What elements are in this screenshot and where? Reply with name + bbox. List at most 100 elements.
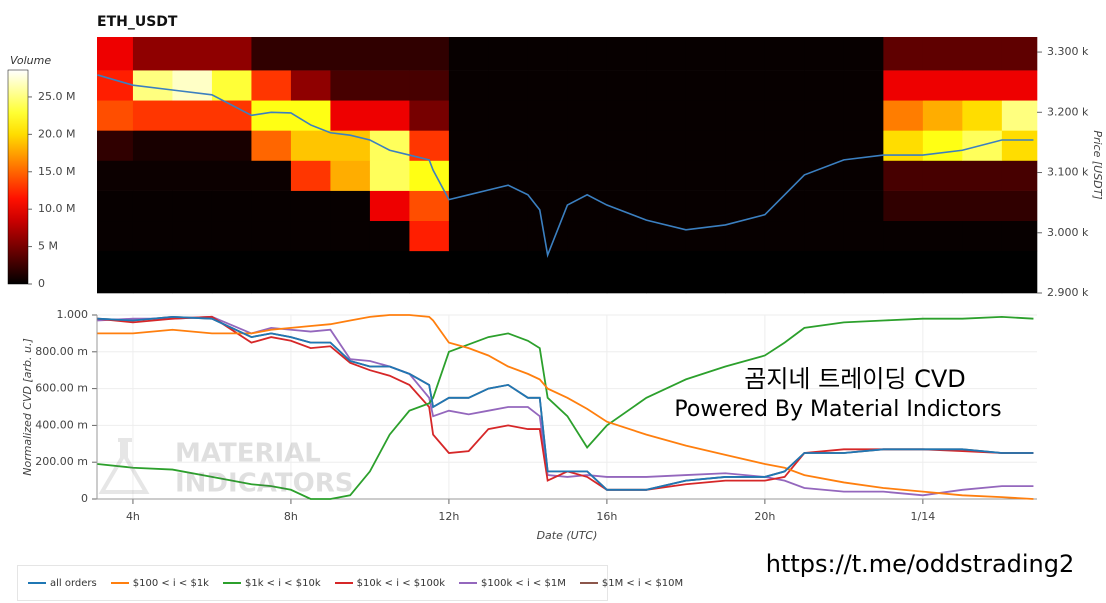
- heat-cell: [685, 37, 726, 71]
- y-tick-label: 1.000: [57, 308, 89, 321]
- legend-swatch: [110, 582, 129, 584]
- heat-cell: [606, 160, 647, 191]
- heat-cell: [409, 130, 450, 161]
- watermark-text: INDICATORS: [175, 469, 353, 499]
- heat-cell: [962, 100, 1003, 131]
- heat-cell: [646, 100, 687, 131]
- y-axis-label: Normalized CVD [arb. u.]: [21, 338, 34, 476]
- heat-cell: [1001, 70, 1038, 101]
- heat-cell: [369, 220, 410, 252]
- heat-cell: [527, 100, 568, 131]
- heat-cell: [764, 37, 805, 71]
- heat-cell: [962, 37, 1003, 71]
- chart-title: ETH_USDT: [97, 14, 178, 30]
- heat-cell: [448, 250, 489, 294]
- colorbar-tick-label: 15.0 M: [38, 165, 75, 178]
- legend-item[interactable]: all orders: [28, 578, 97, 589]
- heat-cell: [488, 37, 529, 71]
- heat-cell: [369, 160, 410, 191]
- heat-cell: [527, 70, 568, 101]
- heat-cell: [962, 250, 1003, 294]
- heat-cell: [448, 37, 489, 71]
- heat-cell: [211, 70, 252, 101]
- legend-swatch: [459, 582, 477, 584]
- legend-swatch: [28, 582, 46, 584]
- heat-cell: [567, 220, 608, 252]
- heat-cell: [685, 100, 726, 131]
- heat-cell: [132, 100, 173, 131]
- heat-cell: [764, 70, 805, 101]
- heat-cell: [922, 190, 963, 222]
- heat-cell: [172, 70, 213, 101]
- heat-cell: [922, 37, 963, 71]
- heat-cell: [369, 130, 410, 161]
- heat-cell: [883, 70, 924, 101]
- heat-cell: [132, 220, 173, 252]
- heat-cell: [606, 37, 647, 71]
- y-tick-label: 2.900 k: [1047, 286, 1089, 299]
- heat-cell: [448, 160, 489, 191]
- legend-item[interactable]: $10k < i < $100k: [334, 577, 445, 589]
- heat-cell: [725, 160, 766, 191]
- heat-cell: [764, 160, 805, 191]
- heat-cell: [132, 37, 173, 71]
- heat-cell: [409, 190, 450, 222]
- heat-cell: [251, 100, 292, 131]
- heat-cell: [211, 220, 252, 252]
- heat-cell: [527, 250, 568, 294]
- heat-cell: [211, 250, 252, 294]
- y-tick-label: 0: [81, 492, 88, 505]
- heat-cell: [97, 70, 134, 101]
- heat-cell: [172, 37, 213, 71]
- legend-label: $1k < i < $10k: [244, 577, 321, 589]
- heat-cell: [448, 100, 489, 131]
- series-line: [97, 315, 1034, 497]
- legend-item[interactable]: $1M < i < $10M: [579, 578, 683, 589]
- heat-cell: [97, 160, 134, 191]
- watermark-icon: [98, 438, 150, 494]
- legend-label: $100k < i < $1M: [481, 577, 566, 589]
- heat-cell: [330, 37, 371, 71]
- legend-swatch: [334, 582, 353, 584]
- heat-cell: [409, 250, 450, 294]
- heat-cell: [369, 70, 410, 101]
- heat-cell: [409, 220, 450, 252]
- heat-cell: [685, 250, 726, 294]
- colorbar-label: Volume: [10, 54, 51, 67]
- heat-cell: [567, 130, 608, 161]
- heat-cell: [172, 160, 213, 191]
- heat-cell: [488, 160, 529, 191]
- heat-cell: [290, 160, 331, 191]
- heat-cell: [527, 220, 568, 252]
- heat-cell: [883, 100, 924, 131]
- heat-cell: [330, 70, 371, 101]
- heat-cell: [211, 190, 252, 222]
- y-tick-label: 800.00 m: [35, 345, 88, 358]
- heat-cell: [97, 130, 134, 161]
- colorbar: [7, 69, 29, 285]
- heat-cell: [369, 250, 410, 294]
- heat-cell: [804, 37, 845, 71]
- colorbar-tick-label: 0: [38, 277, 45, 290]
- heat-cell: [251, 37, 292, 71]
- legend-item[interactable]: $100 < i < $1k: [110, 578, 209, 589]
- annotation: https://t.me/oddstrading2: [766, 550, 1075, 578]
- heat-cell: [488, 220, 529, 252]
- heat-cell: [330, 160, 371, 191]
- heat-cell: [97, 190, 134, 222]
- legend-item[interactable]: $1k < i < $10k: [222, 577, 321, 589]
- heat-cell: [97, 220, 134, 252]
- heat-cell: [172, 250, 213, 294]
- heat-cell: [290, 100, 331, 131]
- heat-cell: [567, 70, 608, 101]
- heat-cell: [606, 130, 647, 161]
- heat-cell: [132, 190, 173, 222]
- heat-cell: [804, 130, 845, 161]
- legend-label: $10k < i < $100k: [356, 577, 445, 589]
- x-tick-label: 1/14: [911, 510, 936, 523]
- heat-cell: [685, 160, 726, 191]
- heat-cell: [97, 37, 134, 71]
- legend-item[interactable]: $100k < i < $1M: [459, 578, 566, 589]
- heat-cell: [725, 70, 766, 101]
